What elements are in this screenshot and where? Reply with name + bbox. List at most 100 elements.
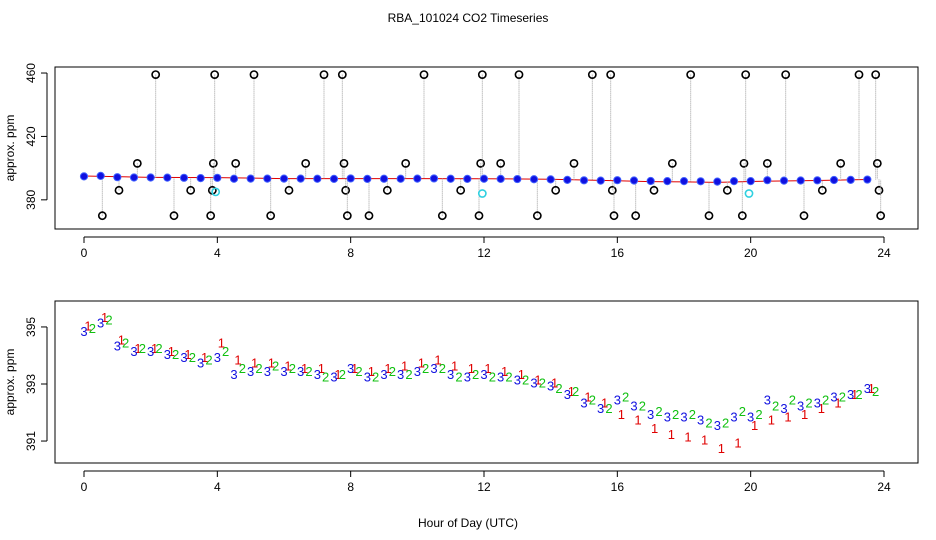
outlier-point	[607, 185, 617, 195]
symbol-point: 3	[230, 367, 237, 382]
data-point	[196, 174, 205, 183]
symbol-point: 2	[422, 361, 429, 376]
symbol-point: 2	[639, 398, 646, 413]
symbol-point: 1	[201, 350, 208, 365]
symbol-point: 3	[364, 370, 371, 385]
y-tick-label: 460	[24, 63, 38, 83]
symbol-point: 1	[851, 387, 858, 402]
data-point	[529, 175, 539, 184]
data-point	[363, 174, 372, 184]
symbol-point: 1	[451, 358, 458, 373]
symbol-point: 2	[822, 393, 829, 408]
data-point	[863, 175, 872, 184]
outlier-point	[532, 211, 542, 221]
data-point	[546, 175, 555, 184]
y-axis-label: approx. ppm	[3, 115, 17, 182]
symbol-point: 2	[289, 361, 296, 376]
symbol-point: 1	[134, 341, 141, 356]
outlier-point	[781, 70, 791, 80]
symbol-point: 1	[634, 413, 641, 428]
symbol-point: 1	[301, 361, 308, 376]
symbol-point: 1	[418, 355, 425, 370]
x-tick-label: 0	[81, 246, 88, 260]
symbol-point: 2	[622, 390, 629, 405]
y-tick-label: 380	[24, 190, 38, 210]
symbol-point: 1	[801, 407, 808, 422]
outlier-point	[456, 185, 466, 195]
outlier-point	[799, 211, 809, 221]
outlier-point	[249, 70, 259, 80]
symbol-point: 3	[814, 395, 821, 410]
outlier-point	[319, 70, 329, 80]
data-point	[779, 176, 789, 185]
x-tick-label: 12	[477, 480, 491, 494]
symbol-point: 2	[389, 364, 396, 379]
symbol-point: 2	[672, 407, 679, 422]
plot-frame	[54, 300, 919, 464]
outlier-point	[569, 158, 579, 168]
symbol-point: 3	[130, 344, 137, 359]
data-point	[279, 174, 289, 183]
symbol-point: 2	[205, 353, 212, 368]
outlier-point	[266, 211, 276, 221]
symbol-point: 3	[197, 355, 204, 370]
y-axis-label: approx. ppm	[3, 349, 17, 416]
data-point	[329, 174, 339, 184]
symbol-point: 1	[151, 341, 158, 356]
symbol-point: 1	[384, 361, 391, 376]
symbol-point: 3	[164, 347, 171, 362]
symbol-point: 3	[314, 367, 321, 382]
data-point	[563, 175, 572, 184]
symbol-point: 2	[772, 398, 779, 413]
symbol-point: 3	[297, 364, 304, 379]
data-point	[246, 174, 255, 183]
symbol-point: 1	[784, 410, 791, 425]
symbol-point: 1	[168, 344, 175, 359]
outlier-point	[474, 211, 484, 221]
symbol-point: 2	[155, 341, 162, 356]
symbol-point: 2	[239, 361, 246, 376]
outlier-point	[151, 70, 161, 80]
symbol-point: 1	[251, 355, 258, 370]
data-point	[596, 176, 605, 185]
x-tick-label: 4	[214, 246, 221, 260]
symbol-point: 1	[668, 427, 675, 442]
symbol-point: 2	[539, 375, 546, 390]
data-point	[829, 175, 839, 185]
symbol-point: 1	[701, 432, 708, 447]
symbol-point: 3	[797, 398, 804, 413]
symbol-point: 3	[280, 364, 287, 379]
symbol-point: 1	[751, 418, 758, 433]
data-point	[713, 177, 722, 186]
x-tick-label: 12	[477, 246, 491, 260]
x-tick-label: 8	[347, 480, 354, 494]
symbol-point: 1	[818, 401, 825, 416]
x-tick-label: 24	[877, 480, 891, 494]
symbol-point: 3	[180, 350, 187, 365]
symbol-point: 2	[172, 347, 179, 362]
symbol-point: 3	[114, 338, 121, 353]
data-point	[629, 176, 639, 185]
symbol-point: 1	[718, 441, 725, 456]
symbol-point: 2	[739, 404, 746, 419]
symbol-point: 1	[651, 421, 658, 436]
outlier-point	[649, 185, 659, 195]
outlier-point	[587, 70, 597, 80]
x-tick-label: 20	[744, 246, 758, 260]
outlier-point	[744, 189, 754, 198]
data-point	[579, 176, 589, 185]
data-point	[396, 174, 405, 183]
data-point	[413, 174, 422, 183]
symbol-point: 2	[589, 393, 596, 408]
symbol-point: 3	[830, 390, 837, 405]
outlier-point	[741, 70, 751, 80]
symbol-point: 2	[655, 404, 662, 419]
symbol-point: 1	[268, 355, 275, 370]
symbol-point: 2	[355, 364, 362, 379]
outlier-point	[739, 158, 749, 168]
symbol-point: 2	[605, 401, 612, 416]
outlier-point	[496, 158, 506, 168]
symbol-point: 3	[330, 370, 337, 385]
symbol-point: 2	[222, 344, 229, 359]
symbol-point: 3	[464, 370, 471, 385]
